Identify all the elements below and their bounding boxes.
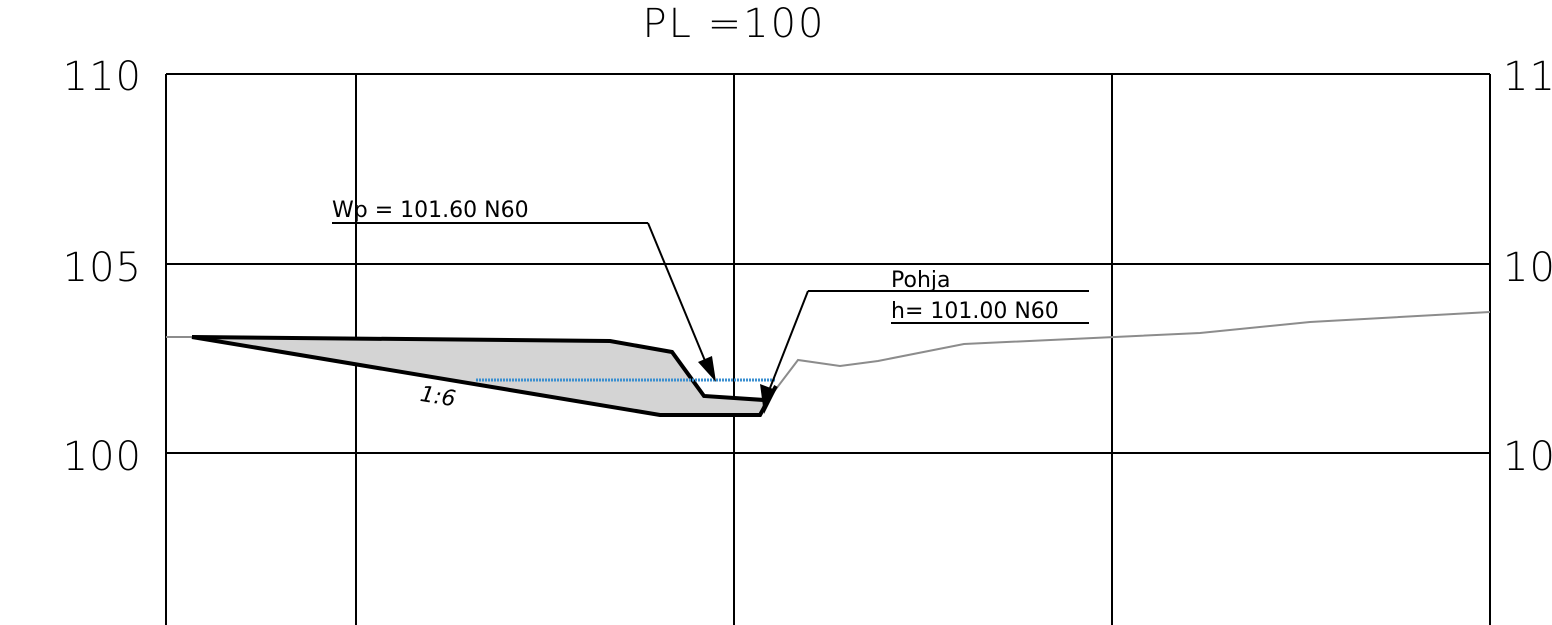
elevation-label-right-105: 105 bbox=[1503, 245, 1552, 291]
elevation-label-right-110: 110 bbox=[1503, 54, 1552, 100]
bottom-height-label: h= 101.00 N60 bbox=[891, 299, 1059, 324]
bottom-leader bbox=[769, 290, 809, 389]
elevation-label-left-100: 100 bbox=[63, 434, 142, 480]
elevation-label-left-110: 110 bbox=[63, 54, 142, 100]
excavation-fill bbox=[192, 337, 764, 415]
water-level-arrowhead bbox=[698, 356, 716, 382]
water-level-leader bbox=[647, 222, 709, 369]
water-level-label: Wp = 101.60 N60 bbox=[332, 198, 529, 223]
existing-ground-line-right bbox=[759, 311, 1491, 411]
slope-label: 1:6 bbox=[418, 382, 457, 412]
elevation-label-left-105: 105 bbox=[63, 245, 142, 291]
bottom-arrowhead bbox=[760, 384, 776, 414]
bottom-title-label: Pohja bbox=[891, 268, 950, 293]
elevation-label-right-100: 100 bbox=[1503, 434, 1552, 480]
excavation-outline bbox=[191, 335, 765, 402]
profile-title: PL =100 bbox=[643, 1, 826, 47]
